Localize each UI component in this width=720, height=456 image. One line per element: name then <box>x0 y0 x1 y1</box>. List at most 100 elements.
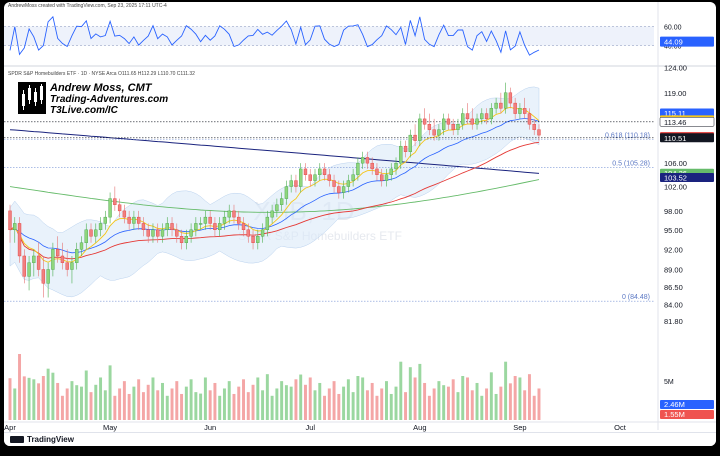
ema8-line <box>9 106 540 263</box>
candle-body <box>484 113 489 120</box>
price-tick-label: 124.00 <box>664 64 687 73</box>
volume-tag-value: 2.46M <box>664 400 685 409</box>
candle-body <box>27 262 31 277</box>
price-tick-label: 81.80 <box>664 317 683 326</box>
candle-body <box>75 249 79 263</box>
candle-body <box>222 216 227 224</box>
candle-body <box>127 216 131 224</box>
time-axis-label: Oct <box>614 423 627 432</box>
volume-bar <box>523 390 527 420</box>
author-logo: Andrew Moss, CMT Trading-Adventures.com … <box>18 82 178 116</box>
volume-bar <box>456 392 460 420</box>
candle-body <box>470 118 474 125</box>
volume-bar <box>442 385 446 420</box>
volume-bar <box>222 388 226 420</box>
volume-bar <box>499 386 503 420</box>
candle-body <box>113 198 117 205</box>
volume-bar <box>22 376 26 420</box>
volume-bar <box>380 388 384 420</box>
volume-bar <box>213 382 217 420</box>
candle-body <box>98 223 103 231</box>
volume-tag <box>660 410 714 419</box>
volume-bar <box>270 395 274 420</box>
volume-bar <box>318 382 322 420</box>
volume-bar <box>75 385 79 420</box>
volume-bar <box>37 383 41 420</box>
volume-bar <box>375 395 379 420</box>
volume-tick-label: 5M <box>664 379 674 386</box>
candle-body <box>251 236 255 243</box>
volume-bar <box>208 390 212 420</box>
candle-body <box>241 223 246 231</box>
candle-body <box>41 269 46 284</box>
candle-body <box>327 174 331 181</box>
candle-body <box>499 102 503 109</box>
rsi-tick-label: 40.00 <box>664 44 682 51</box>
volume-bar <box>103 390 107 420</box>
candle-body <box>156 229 160 237</box>
price-tag-value: 110.51 <box>664 134 686 143</box>
candle-body <box>8 210 12 231</box>
rsi-tick-label: 60.00 <box>664 24 682 31</box>
tradingview-brand[interactable]: TradingView <box>10 435 74 444</box>
candle-body <box>389 168 393 175</box>
volume-bar <box>275 388 279 420</box>
volume-bar <box>227 381 231 420</box>
fib-level-label: 0.618 (110.18) <box>605 133 650 140</box>
candle-body <box>394 162 398 170</box>
time-axis-label: Aug <box>413 423 426 432</box>
volume-bar <box>289 386 293 420</box>
volume-bar <box>485 388 489 420</box>
volume-bar <box>94 384 98 420</box>
candle-body <box>284 186 289 199</box>
candle-body <box>380 174 384 181</box>
candle-body <box>537 129 541 136</box>
candle-body <box>289 180 293 187</box>
candlestick-logo-icon <box>18 82 46 114</box>
volume-bar <box>127 393 131 420</box>
volume-bar <box>303 384 307 420</box>
candle-body <box>17 223 22 257</box>
bollinger-band <box>9 86 540 298</box>
volume-bar <box>365 390 369 420</box>
time-axis-label: Sep <box>513 423 526 432</box>
volume-bar <box>161 382 164 420</box>
candle-body <box>89 229 93 237</box>
volume-bar <box>299 374 303 420</box>
volume-bar <box>251 384 255 420</box>
candle-body <box>508 92 513 104</box>
price-tag <box>660 108 714 118</box>
volume-bar <box>461 376 465 420</box>
volume-bar <box>504 361 508 420</box>
time-axis-label: Jul <box>305 423 315 432</box>
candle-body <box>370 162 374 170</box>
candle-body <box>237 216 241 224</box>
volume-bar <box>18 354 22 420</box>
candle-body <box>365 157 370 164</box>
volume-bar <box>437 381 441 420</box>
candle-body <box>408 134 412 152</box>
candle-body <box>32 255 36 263</box>
volume-bar <box>280 381 284 420</box>
volume-bar <box>70 381 74 420</box>
candle-body <box>270 210 274 218</box>
candle-body <box>179 236 184 243</box>
candle-body <box>384 174 389 181</box>
volume-bar <box>175 381 179 420</box>
volume-bar <box>165 395 169 420</box>
candle-body <box>441 118 446 130</box>
volume-bar <box>146 384 150 420</box>
price-tick-label: 84.00 <box>664 301 683 310</box>
candle-body <box>299 168 303 187</box>
volume-bar <box>246 392 250 420</box>
candle-body <box>527 113 532 125</box>
candle-body <box>132 216 136 224</box>
volume-bar <box>451 379 455 420</box>
volume-bar <box>513 376 517 420</box>
candle-body <box>117 204 122 212</box>
candle-body <box>341 186 346 193</box>
volume-bar <box>189 379 193 420</box>
volume-bar <box>432 388 436 420</box>
